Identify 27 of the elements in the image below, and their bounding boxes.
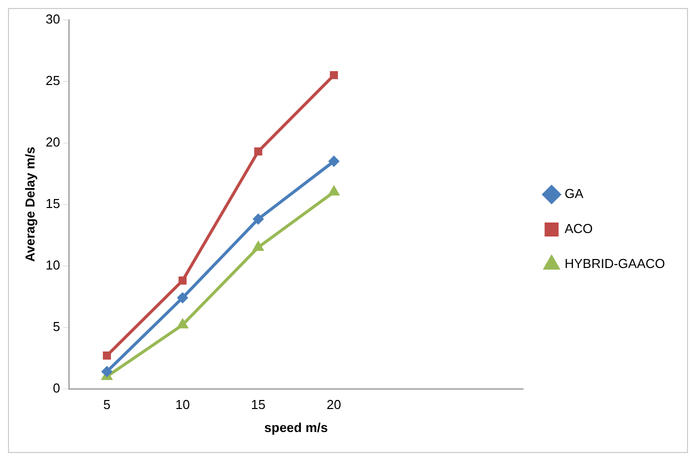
point — [101, 366, 112, 378]
legend-label: ACO — [564, 221, 593, 236]
y-tick-label: 5 — [52, 318, 60, 334]
y-tick-label: 10 — [46, 257, 60, 272]
x-tick-label: 20 — [326, 397, 342, 412]
y-axis-title: Average Delay m/s — [22, 146, 38, 262]
point — [252, 240, 264, 251]
y-tick-label: 30 — [46, 11, 60, 26]
point — [177, 292, 188, 304]
point — [328, 186, 340, 196]
y-tick-label: 25 — [46, 72, 60, 88]
x-tick-label: 15 — [251, 397, 266, 412]
point — [330, 71, 338, 80]
point — [254, 147, 262, 156]
point — [252, 214, 264, 225]
x-tick-label: 5 — [103, 397, 111, 412]
legend-label: HYBRID-GAACO — [564, 256, 666, 272]
point — [176, 318, 188, 328]
point — [178, 276, 187, 285]
point — [328, 156, 340, 167]
point — [102, 352, 111, 360]
y-tick-label: 0 — [52, 380, 60, 396]
y-tick-label: 15 — [46, 196, 60, 211]
y-tick-label: 20 — [46, 134, 60, 150]
legend-label: GA — [564, 186, 584, 202]
x-axis-title: speed m/s — [264, 420, 328, 435]
x-tick-label: 10 — [175, 397, 190, 412]
